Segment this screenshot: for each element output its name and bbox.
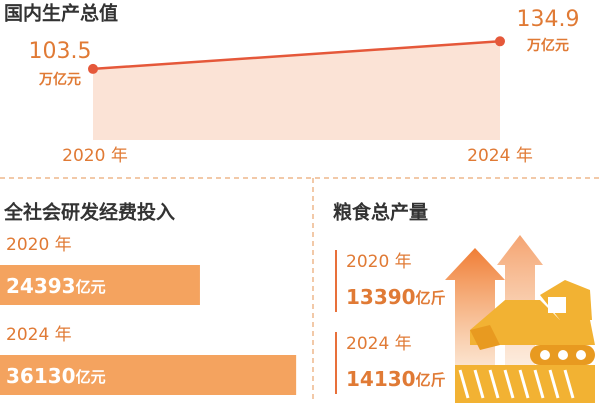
year-label: 2024 年	[6, 325, 72, 345]
point	[495, 36, 505, 47]
gdp-value: 134.9	[517, 7, 580, 32]
gdp-unit: 万亿元	[38, 71, 81, 88]
bar-unit: 亿元	[76, 368, 106, 386]
gdp-unit: 万亿元	[526, 37, 569, 54]
bar	[0, 265, 200, 305]
grain-value: 13390	[346, 285, 416, 309]
year-label: 2024 年	[467, 146, 533, 166]
gdp-value: 103.5	[29, 39, 92, 64]
grain-value: 14130	[346, 367, 416, 391]
grain-label: 14130亿斤	[346, 367, 446, 391]
rd-title: 全社会研发经费投入	[3, 201, 175, 224]
grain-label: 13390亿斤	[346, 285, 446, 309]
year-label: 2024 年	[346, 334, 412, 354]
illustration	[445, 235, 595, 403]
grain-title: 粮食总产量	[333, 201, 428, 224]
point	[88, 63, 98, 74]
bar-value: 36130	[6, 364, 76, 388]
bar-label: 24393亿元	[6, 274, 106, 298]
year-label: 2020 年	[62, 146, 128, 166]
bar-label: 36130亿元	[6, 364, 106, 388]
gdp-title: 国内生产总值	[4, 2, 118, 25]
line	[92, 40, 501, 71]
grain-unit: 亿斤	[416, 371, 446, 389]
area	[93, 41, 500, 141]
bar	[0, 355, 297, 395]
year-label: 2020 年	[346, 252, 412, 272]
bar-unit: 亿元	[76, 278, 106, 296]
grain-unit: 亿斤	[416, 289, 446, 307]
year-label: 2020 年	[6, 235, 72, 255]
bar-value: 24393	[6, 274, 76, 298]
